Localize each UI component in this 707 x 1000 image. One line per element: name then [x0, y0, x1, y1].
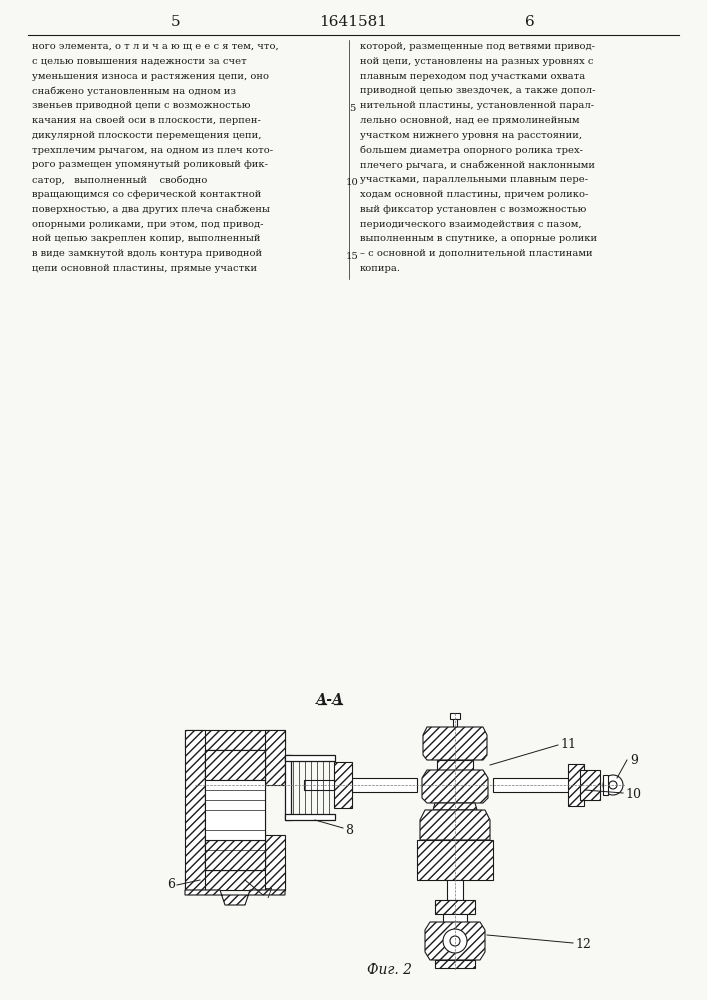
Bar — [205, 840, 265, 870]
Text: трехплечим рычагом, на одном из плеч кото-: трехплечим рычагом, на одном из плеч кот… — [32, 146, 273, 155]
Polygon shape — [423, 727, 487, 760]
Bar — [285, 755, 291, 820]
Text: ного элемента, о т л и ч а ю щ е е с я тем, что,: ного элемента, о т л и ч а ю щ е е с я т… — [32, 42, 279, 51]
Text: лельно основной, над ее прямолинейным: лельно основной, над ее прямолинейным — [360, 116, 580, 125]
Bar — [435, 960, 475, 968]
Polygon shape — [437, 760, 473, 770]
Text: 6: 6 — [167, 879, 175, 892]
Text: ной цепью закреплен копир, выполненный: ной цепью закреплен копир, выполненный — [32, 234, 260, 243]
Text: 5: 5 — [349, 104, 355, 113]
Text: 1641581: 1641581 — [319, 15, 387, 29]
Bar — [493, 778, 573, 792]
Text: участками, параллельными плавным пере-: участками, параллельными плавным пере- — [360, 175, 588, 184]
Bar — [580, 770, 600, 800]
Polygon shape — [425, 922, 485, 960]
Bar — [304, 780, 334, 790]
Text: ходам основной пластины, причем ролико-: ходам основной пластины, причем ролико- — [360, 190, 588, 199]
Text: участком нижнего уровня на расстоянии,: участком нижнего уровня на расстоянии, — [360, 131, 582, 140]
Bar — [285, 814, 335, 820]
Text: звеньев приводной цепи с возможностью: звеньев приводной цепи с возможностью — [32, 101, 250, 110]
Text: поверхностью, а два других плеча снабжены: поверхностью, а два других плеча снабжен… — [32, 205, 270, 214]
Bar — [603, 775, 608, 795]
Text: 8: 8 — [345, 824, 353, 836]
Text: 10: 10 — [346, 178, 358, 187]
Text: плечего рычага, и снабженной наклонными: плечего рычага, и снабженной наклонными — [360, 160, 595, 170]
Bar — [185, 730, 285, 750]
Text: Фиг. 2: Фиг. 2 — [368, 963, 412, 977]
Text: 5: 5 — [171, 15, 181, 29]
Bar — [205, 750, 265, 870]
Polygon shape — [433, 803, 477, 810]
Text: 9: 9 — [630, 754, 638, 766]
Text: 12: 12 — [575, 938, 591, 952]
Text: в виде замкнутой вдоль контура приводной: в виде замкнутой вдоль контура приводной — [32, 249, 262, 258]
Bar — [205, 780, 265, 840]
Polygon shape — [420, 810, 490, 840]
Text: снабжено установленным на одном из: снабжено установленным на одном из — [32, 86, 236, 96]
Bar — [334, 762, 352, 808]
Text: нительной пластины, установленной парал-: нительной пластины, установленной парал- — [360, 101, 594, 110]
Text: цепи основной пластины, прямые участки: цепи основной пластины, прямые участки — [32, 264, 257, 273]
Text: с целью повышения надежности за счет: с целью повышения надежности за счет — [32, 57, 247, 66]
Text: вый фиксатор установлен с возможностью: вый фиксатор установлен с возможностью — [360, 205, 586, 214]
Circle shape — [609, 781, 617, 789]
Text: – с основной и дополнительной пластинами: – с основной и дополнительной пластинами — [360, 249, 592, 258]
Bar — [185, 870, 285, 890]
Circle shape — [443, 929, 467, 953]
Text: 11: 11 — [560, 738, 576, 752]
Bar — [265, 835, 285, 890]
Bar — [417, 840, 493, 880]
Text: дикулярной плоскости перемещения цепи,: дикулярной плоскости перемещения цепи, — [32, 131, 262, 140]
Text: сатор,   выполненный    свободно: сатор, выполненный свободно — [32, 175, 207, 185]
Bar — [285, 755, 335, 761]
Bar — [450, 713, 460, 719]
Text: 6: 6 — [525, 15, 535, 29]
Text: которой, размещенные под ветвями привод-: которой, размещенные под ветвями привод- — [360, 42, 595, 51]
Bar — [443, 914, 467, 922]
Text: ной цепи, установлены на разных уровнях с: ной цепи, установлены на разных уровнях … — [360, 57, 593, 66]
Text: большем диаметра опорного ролика трех-: большем диаметра опорного ролика трех- — [360, 146, 583, 155]
Text: периодического взаимодействия с пазом,: периодического взаимодействия с пазом, — [360, 220, 582, 229]
Circle shape — [450, 936, 460, 946]
Text: качания на своей оси в плоскости, перпен-: качания на своей оси в плоскости, перпен… — [32, 116, 261, 125]
Text: А-А: А-А — [316, 693, 344, 707]
Circle shape — [603, 775, 623, 795]
Text: плавным переходом под участками охвата: плавным переходом под участками охвата — [360, 72, 585, 81]
Text: рого размещен упомянутый роликовый фик-: рого размещен упомянутый роликовый фик- — [32, 160, 268, 169]
Polygon shape — [422, 770, 488, 803]
Text: приводной цепью звездочек, а также допол-: приводной цепью звездочек, а также допол… — [360, 86, 595, 95]
Text: 15: 15 — [346, 252, 358, 261]
Bar — [185, 730, 205, 890]
Bar — [453, 719, 457, 727]
Bar — [265, 730, 285, 785]
Text: 7: 7 — [265, 888, 273, 902]
Polygon shape — [185, 890, 285, 905]
Text: опорными роликами, при этом, под привод-: опорными роликами, при этом, под привод- — [32, 220, 264, 229]
Bar — [352, 778, 417, 792]
Bar — [435, 900, 475, 914]
Text: копира.: копира. — [360, 264, 401, 273]
Text: вращающимся со сферической контактной: вращающимся со сферической контактной — [32, 190, 262, 199]
Bar — [205, 750, 265, 780]
Text: уменьшения износа и растяжения цепи, оно: уменьшения износа и растяжения цепи, оно — [32, 72, 269, 81]
Bar — [568, 764, 584, 806]
Text: выполненным в спутнике, а опорные ролики: выполненным в спутнике, а опорные ролики — [360, 234, 597, 243]
Text: 10: 10 — [625, 788, 641, 802]
Bar — [447, 880, 463, 900]
